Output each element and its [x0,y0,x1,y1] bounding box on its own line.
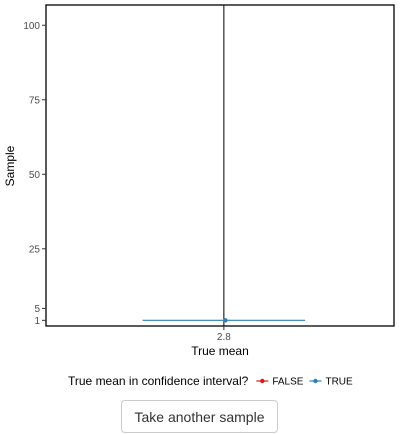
y-axis-title: Sample [3,145,17,186]
y-tick-label: 75 [29,95,41,106]
y-axis: 15 25 50 75 100 [23,21,46,327]
take-another-sample-button[interactable]: Take another sample [121,400,278,433]
legend-entry-label: FALSE [272,377,303,388]
legend-key-point [260,378,265,384]
legend: True mean in confidence interval? FALSE T… [68,374,353,388]
y-tick-label: 25 [29,244,41,255]
x-tick-label: 2.8 [217,332,231,343]
legend-entry-label: TRUE [325,377,353,388]
confidence-interval-chart: 15 25 50 75 100 2.8 True mean Sample True me… [3,4,395,388]
y-tick-label: 5 [34,304,40,315]
plot-panel [45,4,395,327]
legend-title: True mean in confidence interval? [68,374,249,388]
sample-mean-point [223,318,228,323]
x-axis: 2.8 [217,326,231,343]
y-tick-label: 50 [29,170,41,181]
legend-key-point [313,378,318,384]
confidence-intervals [142,318,306,323]
x-axis-title: True mean [191,344,249,358]
y-tick-label: 1 [34,316,40,327]
y-tick-label: 100 [23,21,40,32]
